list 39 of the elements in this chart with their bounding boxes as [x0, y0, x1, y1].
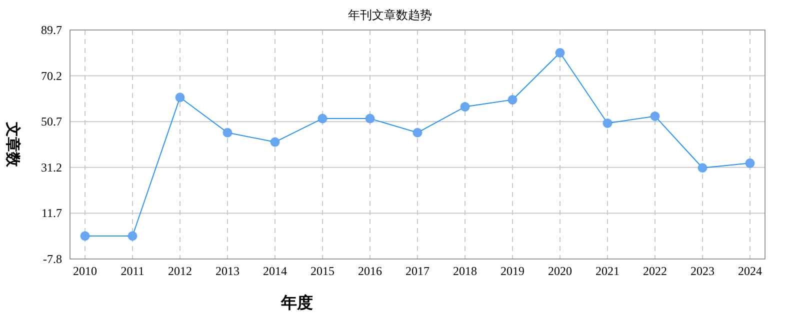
point [555, 48, 565, 58]
x-tick-label: 2021 [596, 264, 620, 278]
x-tick-label: 2015 [310, 264, 334, 278]
point [412, 128, 422, 138]
x-tick-label: 2023 [690, 264, 714, 278]
point [460, 102, 470, 112]
point [270, 137, 280, 148]
x-tick-label: 2013 [216, 264, 240, 278]
x-tick-label: 2010 [73, 264, 97, 278]
point [80, 230, 90, 241]
point [508, 94, 518, 105]
point [222, 128, 232, 138]
y-tick-label: 31.2 [41, 160, 62, 174]
x-tick-label: 2016 [358, 264, 382, 278]
y-tick-label: 70.2 [41, 68, 62, 83]
point [602, 118, 612, 128]
point [698, 162, 708, 173]
y-tick-label: 50.7 [41, 114, 62, 129]
y-tick-label: 11.7 [41, 206, 62, 220]
x-tick-label: 2014 [263, 264, 287, 278]
point [175, 92, 185, 102]
y-tick-label: -7.8 [43, 252, 62, 266]
x-tick-label: 2011 [120, 264, 144, 278]
x-tick-label: 2012 [168, 264, 192, 278]
x-tick-label: 2017 [406, 264, 430, 278]
x-axis-title: 年度 [280, 293, 313, 312]
x-tick-label: 2022 [643, 264, 667, 278]
point [128, 230, 138, 241]
x-tick-label: 2019 [500, 264, 524, 278]
y-tick-label: 89.7 [41, 23, 62, 37]
x-tick-label: 2020 [548, 264, 572, 278]
chart-title: 年刊文章数趋势 [348, 8, 432, 22]
point [745, 158, 755, 168]
point [318, 114, 328, 124]
x-tick-label: 2024 [738, 264, 762, 278]
y-axis-title: 文章数 [4, 121, 22, 168]
x-tick-label: 2018 [453, 264, 477, 278]
point [365, 114, 375, 124]
point [650, 111, 660, 122]
